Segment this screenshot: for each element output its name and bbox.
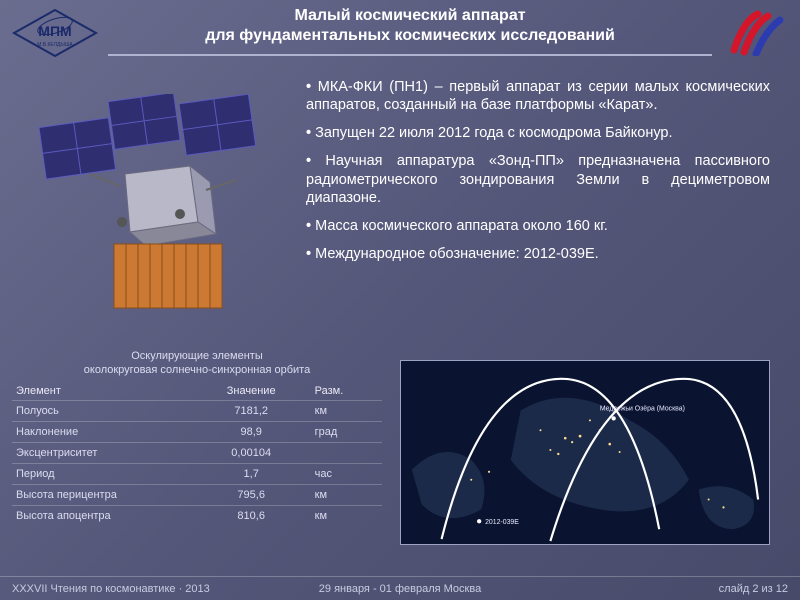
map-sat-label: 2012-039E — [485, 519, 519, 526]
title-rule — [108, 54, 712, 56]
cell-value: 795,6 — [202, 484, 301, 505]
cell-unit: час — [301, 463, 382, 484]
bullet-item: • Научная аппаратура «Зонд-ПП» предназна… — [306, 152, 770, 206]
caption-line: околокруговая солнечно-синхронная орбита — [12, 364, 382, 378]
table-row: Эксцентриситет0,00104 — [12, 442, 382, 463]
bullet-list: • МКА-ФКИ (ПН1) – первый аппарат из сери… — [306, 78, 770, 273]
table-caption: Оскулирующие элементы околокруговая солн… — [12, 350, 382, 378]
table-row: Период1,7час — [12, 463, 382, 484]
page-title: Малый космический аппарат для фундамента… — [110, 6, 710, 46]
col-header: Элемент — [12, 382, 202, 401]
orbital-elements-table: Элемент Значение Разм. Полуось7181,2кмНа… — [12, 382, 382, 526]
content: • МКА-ФКИ (ПН1) – первый аппарат из сери… — [0, 70, 800, 572]
cell-unit: км — [301, 400, 382, 421]
bullet-item: • МКА-ФКИ (ПН1) – первый аппарат из сери… — [306, 78, 770, 114]
table-row: Полуось7181,2км — [12, 400, 382, 421]
table-row: Высота апоцентра810,6км — [12, 505, 382, 526]
svg-text:М.В.КЕЛДЫША: М.В.КЕЛДЫША — [37, 42, 73, 48]
table-row: Наклонение98,9град — [12, 421, 382, 442]
cell-element: Эксцентриситет — [12, 442, 202, 463]
cell-element: Высота апоцентра — [12, 505, 202, 526]
cell-value: 810,6 — [202, 505, 301, 526]
footer-mid: 29 января - 01 февраля Москва — [0, 583, 800, 595]
cell-unit: км — [301, 484, 382, 505]
cell-element: Наклонение — [12, 421, 202, 442]
organization-logo — [726, 6, 786, 56]
col-header: Разм. — [301, 382, 382, 401]
cell-element: Период — [12, 463, 202, 484]
cell-unit: км — [301, 505, 382, 526]
col-header: Значение — [202, 382, 301, 401]
map-station-label: Медвежьи Озёра (Москва) — [600, 405, 685, 412]
header: МПМ М.В.КЕЛДЫША Малый космический аппара… — [0, 0, 800, 64]
institute-logo: МПМ М.В.КЕЛДЫША — [10, 6, 100, 60]
cell-unit — [301, 442, 382, 463]
footer: XXXVII Чтения по космонавтике · 2013 29 … — [0, 576, 800, 600]
satellite-illustration — [30, 94, 280, 324]
cell-value: 1,7 — [202, 463, 301, 484]
bullet-item: • Запущен 22 июля 2012 года с космодрома… — [306, 124, 770, 142]
cell-value: 0,00104 — [202, 442, 301, 463]
cell-value: 7181,2 — [202, 400, 301, 421]
bullet-text: Масса космического аппарата около 160 кг… — [315, 218, 608, 234]
bullet-text: Научная аппаратура «Зонд-ПП» предназначе… — [306, 153, 770, 205]
orbital-elements-block: Оскулирующие элементы околокруговая солн… — [12, 350, 382, 526]
logo-text: МПМ — [38, 23, 71, 39]
cell-unit: град — [301, 421, 382, 442]
title-line-2: для фундаментальных космических исследов… — [110, 26, 710, 46]
bullet-text: Международное обозначение: 2012-039E. — [315, 246, 599, 262]
bullet-text: Запущен 22 июля 2012 года с космодрома Б… — [315, 125, 672, 141]
title-line-1: Малый космический аппарат — [110, 6, 710, 26]
bullet-text: МКА-ФКИ (ПН1) – первый аппарат из серии … — [306, 79, 770, 113]
caption-line: Оскулирующие элементы — [12, 350, 382, 364]
bullet-item: • Международное обозначение: 2012-039E. — [306, 245, 770, 263]
cell-value: 98,9 — [202, 421, 301, 442]
bullet-item: • Масса космического аппарата около 160 … — [306, 217, 770, 235]
cell-element: Полуось — [12, 400, 202, 421]
cell-element: Высота перицентра — [12, 484, 202, 505]
ground-track-map: 2012-039E Медвежьи Озёра (Москва) — [400, 360, 770, 545]
table-row: Высота перицентра795,6км — [12, 484, 382, 505]
